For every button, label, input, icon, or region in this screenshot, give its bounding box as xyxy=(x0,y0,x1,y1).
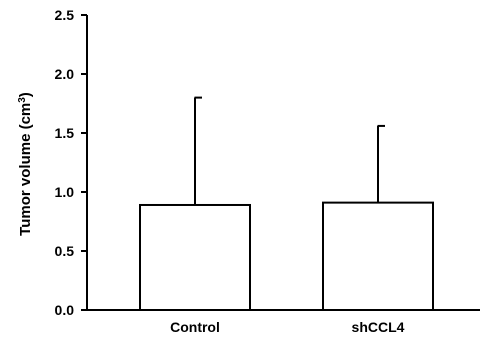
bar-shccl4 xyxy=(322,201,434,311)
y-axis-title-superscript: 3 xyxy=(17,97,28,103)
x-category-label: shCCL4 xyxy=(352,319,405,335)
y-tick-label: 2.5 xyxy=(55,7,75,23)
y-axis-title-text: Tumor volume (cm xyxy=(17,103,34,236)
y-axis-ticks: 0.0 0.5 1.0 1.5 2.0 2.5 xyxy=(55,7,87,318)
bar-control xyxy=(139,203,251,311)
y-tick-label: 0.5 xyxy=(55,243,75,259)
y-axis-title-close: ) xyxy=(17,92,34,97)
error-bars xyxy=(194,96,385,205)
y-axis-title: Tumor volume (cm3) xyxy=(17,92,35,236)
bars xyxy=(139,201,434,311)
x-axis-labels: Control shCCL4 xyxy=(170,319,405,335)
x-category-label: Control xyxy=(170,319,220,335)
y-tick-label: 2.0 xyxy=(55,66,75,82)
y-tick-label: 0.0 xyxy=(55,302,75,318)
y-tick-label: 1.0 xyxy=(55,184,75,200)
y-tick-label: 1.5 xyxy=(55,125,75,141)
